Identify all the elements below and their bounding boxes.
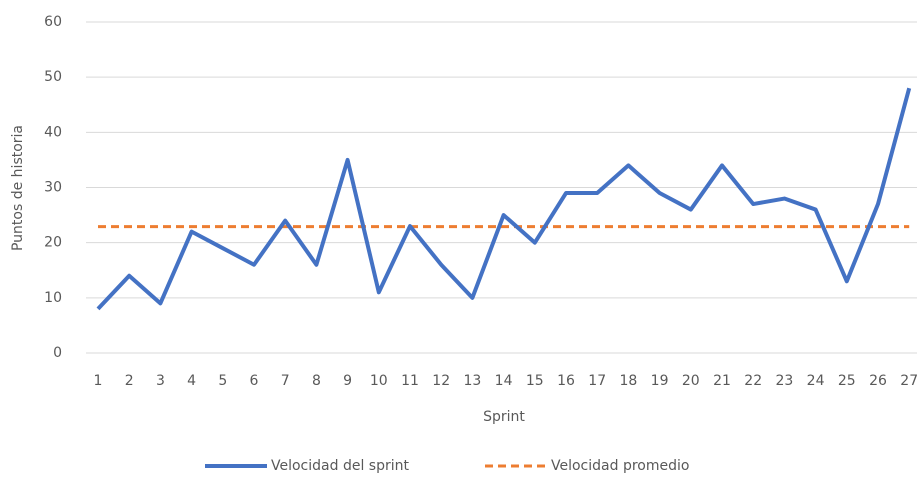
x-tick-label: 13 — [463, 373, 481, 389]
x-tick-label: 27 — [900, 373, 917, 389]
x-tick-label: 1 — [94, 373, 103, 389]
x-tick-label: 22 — [744, 373, 762, 389]
x-tick-label: 25 — [838, 373, 856, 389]
x-tick-label: 18 — [619, 373, 637, 389]
x-tick-label: 23 — [775, 373, 793, 389]
x-tick-label: 8 — [312, 373, 321, 389]
x-tick-label: 6 — [250, 373, 259, 389]
x-tick-label: 12 — [432, 373, 450, 389]
series-line — [96, 87, 912, 311]
x-tick-label: 15 — [526, 373, 544, 389]
x-tick-label: 16 — [557, 373, 575, 389]
y-tick-label: 30 — [44, 180, 62, 196]
x-tick-label: 2 — [125, 373, 134, 389]
y-tick-label: 10 — [44, 290, 62, 306]
x-tick-label: 21 — [713, 373, 731, 389]
x-tick-label: 7 — [281, 373, 290, 389]
x-tick-label: 9 — [343, 373, 352, 389]
x-tick-label: 11 — [401, 373, 419, 389]
y-tick-label: 20 — [44, 235, 62, 251]
x-tick-label: 3 — [156, 373, 165, 389]
x-tick-label: 14 — [495, 373, 513, 389]
y-tick-label: 0 — [53, 345, 62, 361]
x-tick-label: 5 — [218, 373, 227, 389]
legend-label: Velocidad del sprint — [271, 458, 409, 474]
x-tick-label: 17 — [588, 373, 606, 389]
x-tick-label: 4 — [187, 373, 196, 389]
y-axis-title: Puntos de historia — [10, 125, 26, 251]
x-tick-label: 26 — [869, 373, 887, 389]
y-tick-label: 50 — [44, 69, 62, 85]
x-axis-title: Sprint — [483, 409, 525, 425]
x-tick-label: 19 — [651, 373, 669, 389]
y-tick-label: 60 — [44, 14, 62, 30]
x-tick-label: 24 — [807, 373, 825, 389]
x-tick-label: 10 — [370, 373, 388, 389]
x-tick-label: 20 — [682, 373, 700, 389]
legend-label: Velocidad promedio — [551, 458, 689, 474]
y-tick-label: 40 — [44, 124, 62, 140]
